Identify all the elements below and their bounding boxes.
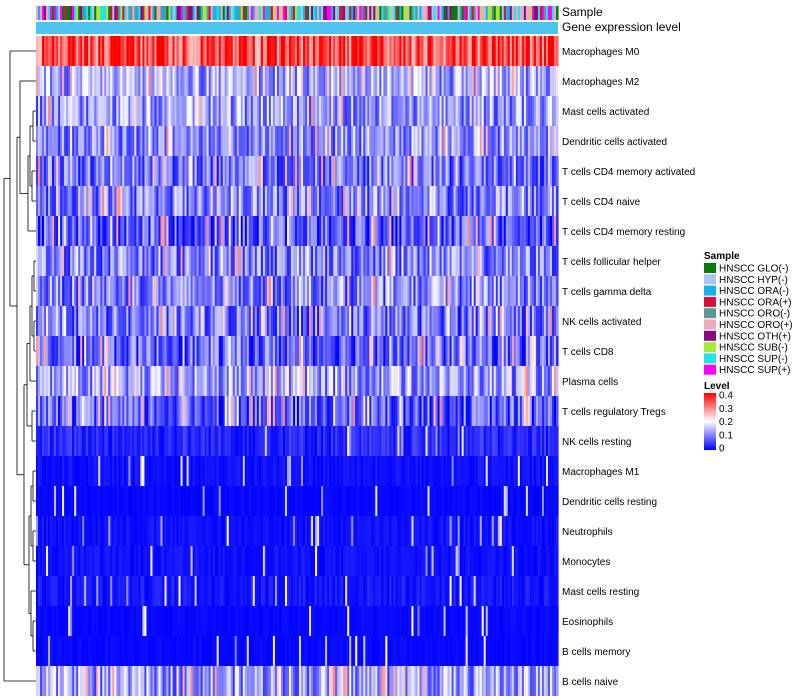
heatmap-cell <box>556 156 559 186</box>
heatmap-cell <box>556 426 559 456</box>
heatmap-cell <box>556 126 559 156</box>
heatmap-figure: Sample Gene expression level Macrophages… <box>0 0 800 700</box>
heatmap-cell <box>556 366 559 396</box>
heatmap-cell <box>556 516 559 546</box>
heatmap-cell <box>556 396 559 426</box>
heatmap-cell <box>556 486 559 516</box>
gene-expression-track-label: Gene expression level <box>562 20 681 34</box>
heatmap-cell <box>556 246 559 276</box>
gene-expression-track <box>36 22 558 34</box>
heatmap-cell <box>556 306 559 336</box>
heatmap-cell <box>556 36 559 66</box>
heatmap-cell <box>556 66 559 96</box>
heatmap-cell <box>556 456 559 486</box>
sample-annotation-cell <box>556 6 559 20</box>
heatmap-cell <box>556 96 559 126</box>
sample-track-label: Sample <box>562 5 603 19</box>
heatmap-cells <box>36 36 559 696</box>
heatmap-cell <box>556 276 559 306</box>
sample-annotation-track <box>36 6 559 20</box>
heatmap-cell <box>556 186 559 216</box>
heatmap-cell <box>556 336 559 366</box>
heatmap-cell <box>556 216 559 246</box>
row-dendrogram <box>4 51 36 681</box>
